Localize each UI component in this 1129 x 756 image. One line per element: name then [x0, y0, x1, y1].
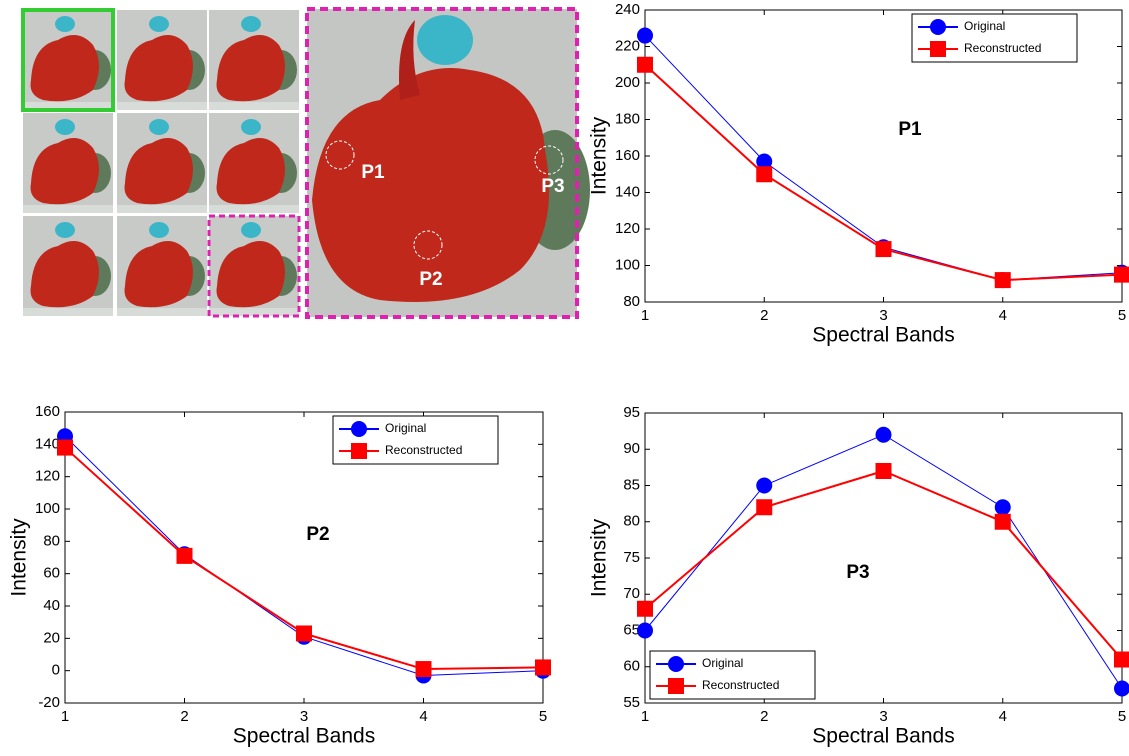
- annotation: P1: [898, 119, 922, 140]
- data-point: [876, 241, 892, 257]
- x-tick-label: 3: [879, 708, 887, 725]
- y-tick-label: 75: [623, 549, 640, 566]
- x-tick-label: 5: [1118, 708, 1126, 725]
- y-tick-label: 40: [43, 597, 60, 614]
- y-tick-label: 95: [623, 404, 640, 421]
- x-tick-label: 1: [641, 307, 649, 324]
- y-tick-label: 55: [623, 694, 640, 711]
- data-point: [995, 514, 1011, 530]
- y-tick-label: 80: [43, 532, 60, 549]
- y-tick-label: 80: [623, 513, 640, 530]
- y-tick-label: 100: [615, 256, 640, 273]
- x-tick-label: 1: [61, 708, 69, 725]
- x-tick-label: 2: [760, 307, 768, 324]
- legend-marker: [351, 443, 367, 459]
- y-tick-label: 160: [615, 147, 640, 164]
- annotation: P3: [846, 562, 869, 583]
- y-tick-label: 220: [615, 37, 640, 54]
- x-tick-label: 4: [999, 708, 1007, 725]
- legend-marker: [351, 421, 367, 437]
- data-point: [416, 661, 432, 677]
- y-tick-label: 60: [43, 565, 60, 582]
- data-point: [637, 28, 653, 44]
- x-tick-label: 1: [641, 708, 649, 725]
- x-tick-label: 3: [879, 307, 887, 324]
- chart: -20 0 20 40 60 80 100 120 140 160 1 2 3 4 5 Spectral Ba…: [8, 403, 551, 748]
- data-point: [57, 440, 73, 456]
- page: P1 P2 P3 8010012014016018020022024012345…: [0, 0, 1129, 756]
- y-axis-label: Intensity: [588, 116, 611, 195]
- x-axis-label: Spectral Bands: [233, 725, 375, 748]
- data-point: [756, 478, 772, 494]
- y-tick-label: 60: [623, 658, 640, 675]
- legend-marker: [930, 19, 946, 35]
- legend: Original Reconstructed: [333, 416, 498, 464]
- x-tick-label: 5: [1118, 307, 1126, 324]
- legend: Original Reconstructed: [912, 14, 1077, 62]
- data-point: [637, 57, 653, 73]
- y-tick-label: 100: [35, 500, 60, 517]
- legend-label: Reconstructed: [702, 678, 779, 692]
- x-tick-label: 3: [300, 708, 308, 725]
- chart: 80 100 120 140 160 180 200 220 240 1 2 3 4 5 Spectral …: [588, 1, 1129, 347]
- y-tick-label: 140: [615, 183, 640, 200]
- y-tick-label: 240: [615, 1, 640, 18]
- x-tick-label: 4: [999, 307, 1007, 324]
- data-point: [296, 625, 312, 641]
- zoomed-image: P1 P2 P3: [307, 9, 590, 317]
- y-tick-label: 20: [43, 629, 60, 646]
- data-point: [1114, 652, 1129, 668]
- data-point: [637, 623, 653, 639]
- y-axis-label: Intensity: [588, 518, 611, 597]
- legend-label: Reconstructed: [964, 41, 1041, 55]
- data-point: [876, 463, 892, 479]
- x-tick-label: 2: [180, 708, 188, 725]
- figure: P1 P2 P3 8010012014016018020022024012345…: [0, 0, 1129, 751]
- point-label: P3: [541, 176, 564, 197]
- data-point: [876, 427, 892, 443]
- y-tick-label: 140: [35, 435, 60, 452]
- data-point: [177, 548, 193, 564]
- legend-label: Original: [702, 656, 743, 670]
- data-point: [1114, 267, 1129, 283]
- thumbnail-grid: [23, 10, 299, 316]
- legend-marker: [668, 656, 684, 672]
- data-point: [535, 659, 551, 675]
- y-tick-label: 80: [623, 293, 640, 310]
- data-point: [756, 499, 772, 515]
- x-tick-label: 5: [539, 708, 547, 725]
- point-label: P2: [419, 269, 442, 290]
- legend-label: Original: [385, 421, 426, 435]
- y-tick-label: 120: [615, 220, 640, 237]
- y-tick-label: 90: [623, 440, 640, 457]
- y-axis-label: Intensity: [8, 518, 31, 597]
- legend-label: Original: [964, 19, 1005, 33]
- y-tick-label: -20: [38, 694, 60, 711]
- legend-marker: [668, 678, 684, 694]
- y-tick-label: 85: [623, 476, 640, 493]
- y-tick-label: 120: [35, 468, 60, 485]
- data-point: [995, 272, 1011, 288]
- legend: Original Reconstructed: [650, 651, 815, 699]
- y-tick-label: 0: [52, 662, 60, 679]
- y-tick-label: 200: [615, 74, 640, 91]
- y-tick-label: 160: [35, 403, 60, 420]
- data-point: [637, 601, 653, 617]
- y-tick-label: 70: [623, 585, 640, 602]
- x-axis-label: Spectral Bands: [812, 725, 954, 748]
- data-point: [995, 499, 1011, 515]
- x-tick-label: 2: [760, 708, 768, 725]
- point-label: P1: [361, 162, 385, 183]
- x-axis-label: Spectral Bands: [812, 324, 954, 347]
- legend-label: Reconstructed: [385, 443, 462, 457]
- y-tick-label: 180: [615, 110, 640, 127]
- annotation: P2: [306, 524, 329, 545]
- legend-marker: [930, 41, 946, 57]
- x-tick-label: 4: [419, 708, 427, 725]
- data-point: [756, 166, 772, 182]
